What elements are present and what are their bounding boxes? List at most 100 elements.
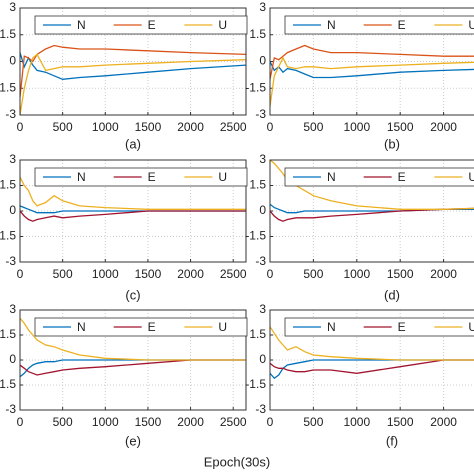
series-group [270,160,474,222]
series-line [20,44,246,98]
panel-caption: (b) [384,136,400,151]
x-tick-label: 1000 [343,120,370,134]
x-tick-label: 1000 [92,267,119,281]
panel-caption: (f) [386,433,398,448]
y-tick-label: 1.5 [249,327,266,341]
axes-frame [19,7,247,116]
legend-label: U [468,320,474,334]
y-tick-label: -1.5 [245,80,266,94]
x-tick-label: 500 [53,267,73,281]
y-tick-label: 3 [259,0,266,14]
x-tick-label: 0 [17,120,24,134]
series-group [20,317,246,378]
x-tick-label: 1000 [343,267,370,281]
y-tick-label: 0 [259,203,266,217]
series-line [270,160,474,210]
x-tick-label: 0 [267,120,274,134]
series-group [20,44,246,115]
series-line [20,210,246,222]
legend-label: N [77,320,86,334]
y-tick-label: -1.5 [0,80,16,94]
y-tick-label: 0 [259,352,266,366]
x-tick-label: 1000 [92,415,119,429]
legend-label: N [327,320,336,334]
panel-caption: (e) [125,433,141,448]
x-tick-label: 1500 [135,267,162,281]
x-tick-label: 1500 [387,120,414,134]
panel-caption: (d) [384,287,400,302]
legend-label: U [218,18,227,32]
x-tick-label: 2000 [430,267,457,281]
x-tick-label: 500 [303,267,323,281]
legend-label: E [398,18,406,32]
x-tick-label: 2500 [220,120,247,134]
x-tick-label: 500 [303,120,323,134]
axes-frame [19,159,247,263]
y-tick-label: 3 [9,152,16,166]
y-tick-label: -3 [255,402,266,416]
y-tick-label: -3 [255,107,266,121]
x-tick-label: 2000 [177,120,204,134]
y-tick-label: 1.5 [0,178,16,192]
legend-label: E [398,170,406,184]
series-group [20,176,246,222]
y-tick-label: 3 [9,0,16,14]
x-axis-label: Epoch(30s) [204,454,270,469]
y-tick-label: 1.5 [0,27,16,41]
y-tick-label: 1.5 [0,327,16,341]
x-tick-label: 1500 [387,267,414,281]
series-group [270,326,474,380]
y-tick-label: 0 [9,352,16,366]
x-tick-label: 0 [17,415,24,429]
axes-frame [269,309,474,411]
x-tick-label: 0 [267,267,274,281]
series-line [270,56,474,107]
y-tick-label: 1.5 [249,27,266,41]
x-tick-label: 500 [53,120,73,134]
axes-frame [269,159,474,263]
legend-label: N [327,170,336,184]
panel-caption: (a) [125,136,141,151]
legend-label: U [468,18,474,32]
legend-label: E [148,170,156,184]
legend-label: U [468,170,474,184]
legend-label: N [327,18,336,32]
legend-label: U [218,170,227,184]
y-tick-label: 0 [9,203,16,217]
series-line [270,359,474,374]
y-tick-label: 0 [259,54,266,68]
x-tick-label: 0 [17,267,24,281]
y-tick-label: 1.5 [249,178,266,192]
x-tick-label: 2500 [220,415,247,429]
series-group [270,44,474,107]
legend-label: E [398,320,406,334]
y-tick-label: -3 [5,107,16,121]
legend-label: E [148,18,156,32]
x-tick-label: 500 [53,415,73,429]
y-tick-label: -1.5 [245,377,266,391]
y-tick-label: -3 [5,402,16,416]
y-tick-label: -1.5 [0,377,16,391]
y-tick-label: -3 [5,254,16,268]
x-tick-label: 2000 [430,120,457,134]
series-line [20,359,246,376]
y-tick-label: -3 [255,254,266,268]
series-line [20,53,246,115]
series-line [20,317,246,361]
x-tick-label: 0 [267,415,274,429]
x-tick-label: 1000 [343,415,370,429]
legend-label: E [148,320,156,334]
x-tick-label: 2500 [220,267,247,281]
x-tick-label: 2000 [177,415,204,429]
y-tick-label: 3 [9,302,16,316]
panel-caption: (c) [125,287,140,302]
y-tick-label: 0 [9,54,16,68]
series-line [270,207,474,222]
x-tick-label: 1000 [92,120,119,134]
x-tick-label: 1500 [387,415,414,429]
